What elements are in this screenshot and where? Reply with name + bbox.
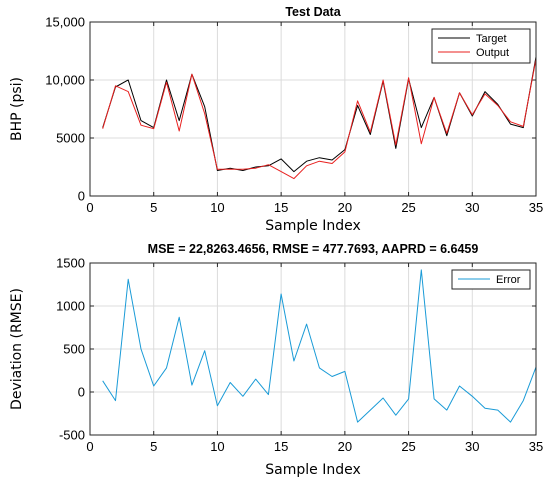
y-tick-label: 0 bbox=[78, 189, 85, 204]
x-tick-label: 10 bbox=[210, 439, 224, 454]
y-tick-label: 15,000 bbox=[45, 15, 85, 30]
y-tick-label: 1500 bbox=[56, 256, 85, 271]
y-tick-label: -500 bbox=[59, 428, 85, 443]
y-tick-label: 5000 bbox=[56, 131, 85, 146]
x-tick-label: 5 bbox=[150, 439, 157, 454]
plot-frame bbox=[89, 262, 537, 436]
chart-title: MSE = 22,8263.4656, RMSE = 477.7693, AAP… bbox=[148, 242, 479, 256]
x-tick-label: 35 bbox=[529, 200, 543, 215]
x-tick-label: 30 bbox=[465, 439, 479, 454]
x-tick-label: 30 bbox=[465, 200, 479, 215]
x-axis-label: Sample Index bbox=[265, 218, 360, 234]
chart-title: Test Data bbox=[285, 5, 341, 19]
y-tick-label: 500 bbox=[63, 342, 85, 357]
x-axis-label: Sample Index bbox=[265, 462, 360, 478]
legend: Error bbox=[451, 269, 531, 290]
x-tick-label: 10 bbox=[210, 200, 224, 215]
y-axis-label: BHP (psi) bbox=[9, 77, 25, 141]
legend-label-error: Error bbox=[496, 274, 521, 286]
chart-panel-1: 0 5 10 15 20 25 30 35 0 5000 10,000 15,000 Test Data… bbox=[9, 5, 543, 234]
x-tick-label: 15 bbox=[274, 439, 288, 454]
x-tick-label: 20 bbox=[338, 439, 352, 454]
x-tick-label: 0 bbox=[86, 439, 93, 454]
y-tick-label: 0 bbox=[78, 385, 85, 400]
plot-frame bbox=[89, 21, 537, 197]
legend-box bbox=[451, 269, 531, 290]
y-tick-label: 10,000 bbox=[45, 73, 85, 88]
x-tick-label: 25 bbox=[401, 439, 415, 454]
x-tick-label: 0 bbox=[86, 200, 93, 215]
legend: Target Output bbox=[431, 28, 531, 64]
y-axis-label: Deviation (RMSE) bbox=[9, 288, 25, 410]
x-tick-label: 25 bbox=[401, 200, 415, 215]
legend-box bbox=[431, 28, 531, 64]
x-tick-label: 20 bbox=[338, 200, 352, 215]
y-tick-label: 1000 bbox=[56, 299, 85, 314]
x-tick-label: 35 bbox=[529, 439, 543, 454]
series-line-error bbox=[102, 269, 537, 423]
x-tick-label: 15 bbox=[274, 200, 288, 215]
legend-label-target: Target bbox=[476, 33, 507, 45]
x-tick-label: 5 bbox=[150, 200, 157, 215]
series-line-output bbox=[102, 59, 537, 180]
legend-label-output: Output bbox=[476, 47, 509, 59]
